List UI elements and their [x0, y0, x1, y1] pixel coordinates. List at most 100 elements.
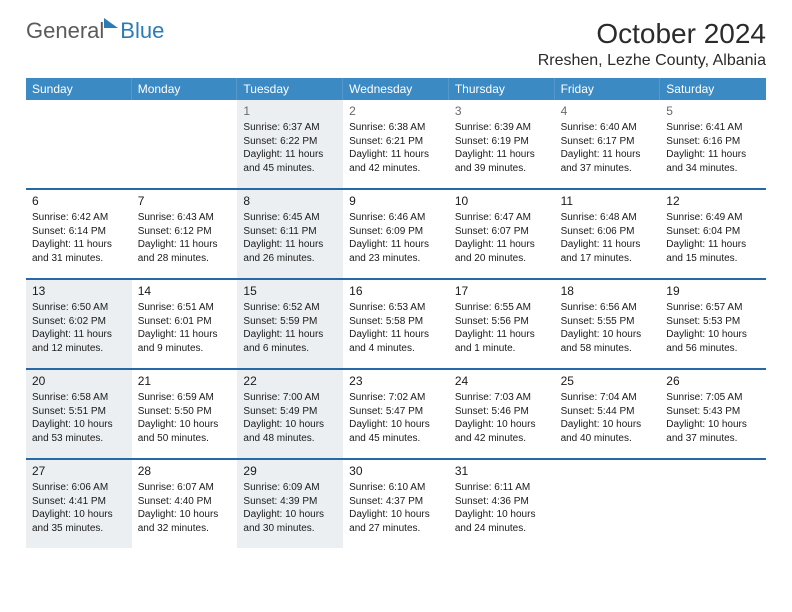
calendar-body: 1Sunrise: 6:37 AMSunset: 6:22 PMDaylight…	[26, 100, 766, 548]
header-right: October 2024 Rreshen, Lezhe County, Alba…	[538, 18, 766, 70]
calendar-cell: 29Sunrise: 6:09 AMSunset: 4:39 PMDayligh…	[237, 460, 343, 548]
cell-line: Sunset: 4:39 PM	[243, 495, 337, 509]
calendar-cell: 26Sunrise: 7:05 AMSunset: 5:43 PMDayligh…	[660, 370, 766, 458]
header-monday: Monday	[132, 78, 238, 100]
cell-line: Daylight: 11 hours	[561, 148, 655, 162]
cell-line: and 28 minutes.	[138, 252, 232, 266]
cell-line: Sunrise: 6:57 AM	[666, 301, 760, 315]
cell-line: Daylight: 11 hours	[32, 238, 126, 252]
cell-line: Sunset: 6:16 PM	[666, 135, 760, 149]
calendar-cell: 8Sunrise: 6:45 AMSunset: 6:11 PMDaylight…	[237, 190, 343, 278]
calendar-cell: 5Sunrise: 6:41 AMSunset: 6:16 PMDaylight…	[660, 100, 766, 188]
cell-line: Daylight: 10 hours	[666, 328, 760, 342]
calendar-cell: 30Sunrise: 6:10 AMSunset: 4:37 PMDayligh…	[343, 460, 449, 548]
cell-line: Sunrise: 6:58 AM	[32, 391, 126, 405]
cell-line: Sunrise: 7:03 AM	[455, 391, 549, 405]
calendar-cell: 17Sunrise: 6:55 AMSunset: 5:56 PMDayligh…	[449, 280, 555, 368]
cell-line: and 32 minutes.	[138, 522, 232, 536]
cell-line: Daylight: 10 hours	[138, 508, 232, 522]
cell-line: Sunrise: 6:55 AM	[455, 301, 549, 315]
header-wednesday: Wednesday	[343, 78, 449, 100]
cell-line: Sunrise: 6:52 AM	[243, 301, 337, 315]
day-number: 16	[349, 283, 443, 299]
cell-line: Daylight: 10 hours	[243, 418, 337, 432]
cell-line: and 9 minutes.	[138, 342, 232, 356]
calendar-cell: 1Sunrise: 6:37 AMSunset: 6:22 PMDaylight…	[237, 100, 343, 188]
cell-line: Sunset: 6:04 PM	[666, 225, 760, 239]
cell-line: Sunrise: 6:46 AM	[349, 211, 443, 225]
day-number: 18	[561, 283, 655, 299]
cell-line: Sunset: 5:51 PM	[32, 405, 126, 419]
day-number: 22	[243, 373, 337, 389]
cell-line: Sunrise: 6:51 AM	[138, 301, 232, 315]
cell-line: and 12 minutes.	[32, 342, 126, 356]
cell-line: and 42 minutes.	[455, 432, 549, 446]
cell-line: Sunset: 6:11 PM	[243, 225, 337, 239]
day-number: 15	[243, 283, 337, 299]
cell-line: Sunrise: 6:41 AM	[666, 121, 760, 135]
calendar-cell: 13Sunrise: 6:50 AMSunset: 6:02 PMDayligh…	[26, 280, 132, 368]
calendar-cell: 3Sunrise: 6:39 AMSunset: 6:19 PMDaylight…	[449, 100, 555, 188]
cell-line: and 24 minutes.	[455, 522, 549, 536]
cell-line: Daylight: 10 hours	[32, 418, 126, 432]
cell-line: and 42 minutes.	[349, 162, 443, 176]
calendar-cell: 12Sunrise: 6:49 AMSunset: 6:04 PMDayligh…	[660, 190, 766, 278]
day-number: 4	[561, 103, 655, 119]
logo-text-blue: Blue	[120, 18, 164, 44]
calendar-cell: 4Sunrise: 6:40 AMSunset: 6:17 PMDaylight…	[555, 100, 661, 188]
calendar-cell: 7Sunrise: 6:43 AMSunset: 6:12 PMDaylight…	[132, 190, 238, 278]
day-number: 13	[32, 283, 126, 299]
day-number: 3	[455, 103, 549, 119]
cell-line: Daylight: 10 hours	[243, 508, 337, 522]
day-number: 7	[138, 193, 232, 209]
cell-line: Sunrise: 6:42 AM	[32, 211, 126, 225]
cell-line: and 1 minute.	[455, 342, 549, 356]
cell-line: and 4 minutes.	[349, 342, 443, 356]
calendar-row: 13Sunrise: 6:50 AMSunset: 6:02 PMDayligh…	[26, 280, 766, 370]
cell-line: Sunrise: 7:00 AM	[243, 391, 337, 405]
cell-line: Daylight: 11 hours	[349, 328, 443, 342]
day-number: 28	[138, 463, 232, 479]
cell-line: Daylight: 10 hours	[138, 418, 232, 432]
day-number: 23	[349, 373, 443, 389]
calendar-row: 1Sunrise: 6:37 AMSunset: 6:22 PMDaylight…	[26, 100, 766, 190]
cell-line: Sunset: 5:47 PM	[349, 405, 443, 419]
cell-line: and 45 minutes.	[349, 432, 443, 446]
cell-line: Sunset: 4:41 PM	[32, 495, 126, 509]
day-number: 14	[138, 283, 232, 299]
cell-line: Sunset: 5:49 PM	[243, 405, 337, 419]
calendar-cell: 6Sunrise: 6:42 AMSunset: 6:14 PMDaylight…	[26, 190, 132, 278]
calendar-cell: 18Sunrise: 6:56 AMSunset: 5:55 PMDayligh…	[555, 280, 661, 368]
day-number: 9	[349, 193, 443, 209]
header-friday: Friday	[555, 78, 661, 100]
cell-line: Sunrise: 6:45 AM	[243, 211, 337, 225]
cell-line: Sunset: 6:06 PM	[561, 225, 655, 239]
cell-line: Sunset: 4:37 PM	[349, 495, 443, 509]
cell-line: Sunset: 5:55 PM	[561, 315, 655, 329]
cell-line: Sunset: 5:44 PM	[561, 405, 655, 419]
cell-line: Daylight: 11 hours	[455, 238, 549, 252]
cell-line: and 6 minutes.	[243, 342, 337, 356]
cell-line: Daylight: 10 hours	[666, 418, 760, 432]
day-number: 11	[561, 193, 655, 209]
cell-line: Sunrise: 6:39 AM	[455, 121, 549, 135]
calendar-row: 27Sunrise: 6:06 AMSunset: 4:41 PMDayligh…	[26, 460, 766, 548]
day-number: 12	[666, 193, 760, 209]
cell-line: Sunrise: 6:48 AM	[561, 211, 655, 225]
logo: General Blue	[26, 18, 164, 44]
day-number: 2	[349, 103, 443, 119]
cell-line: Sunset: 6:12 PM	[138, 225, 232, 239]
day-number: 5	[666, 103, 760, 119]
day-number: 10	[455, 193, 549, 209]
cell-line: and 56 minutes.	[666, 342, 760, 356]
cell-line: Sunrise: 6:10 AM	[349, 481, 443, 495]
cell-line: Daylight: 10 hours	[349, 508, 443, 522]
cell-line: Daylight: 11 hours	[243, 238, 337, 252]
header-saturday: Saturday	[660, 78, 766, 100]
cell-line: and 58 minutes.	[561, 342, 655, 356]
calendar-cell: 25Sunrise: 7:04 AMSunset: 5:44 PMDayligh…	[555, 370, 661, 458]
cell-line: Sunrise: 6:47 AM	[455, 211, 549, 225]
calendar-cell: 14Sunrise: 6:51 AMSunset: 6:01 PMDayligh…	[132, 280, 238, 368]
cell-line: and 35 minutes.	[32, 522, 126, 536]
cell-line: Daylight: 11 hours	[138, 328, 232, 342]
